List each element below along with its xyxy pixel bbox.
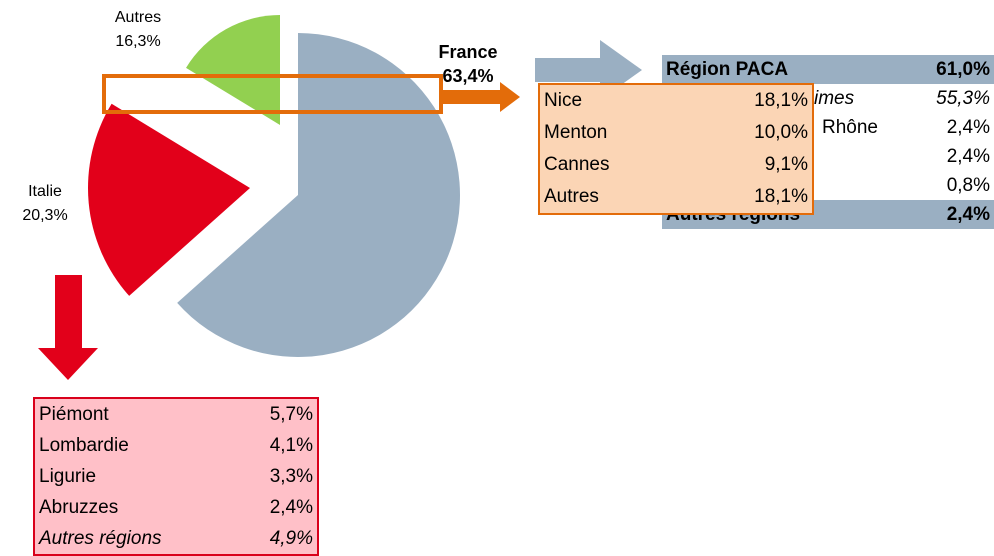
row-label: Autres régions xyxy=(39,527,162,549)
arrow-red xyxy=(38,275,98,380)
table-row: Autres 18,1% xyxy=(540,181,812,213)
slice-label: Italie xyxy=(28,183,62,200)
row-value: 9,1% xyxy=(764,154,808,175)
row-value: 18,1% xyxy=(754,186,808,207)
table-row: Nice 18,1% xyxy=(540,85,812,117)
table-row: Autres régions 4,9% xyxy=(35,523,317,554)
table-row: Lombardie 4,1% xyxy=(35,430,317,461)
row-label: Nice xyxy=(544,90,583,111)
table-row: Région PACA 61,0% xyxy=(662,55,994,84)
row-value: 2,4% xyxy=(946,203,990,225)
row-value: 18,1% xyxy=(754,90,808,111)
row-label: Abruzzes xyxy=(39,496,119,518)
row-value: 4,9% xyxy=(269,527,313,549)
row-label: Rhône xyxy=(822,116,878,138)
slice-value: 63,4% xyxy=(442,66,493,86)
row-value: 2,4% xyxy=(946,116,990,138)
row-value: 3,3% xyxy=(269,465,313,487)
paca-detail-table: Nice 18,1% Menton 10,0% Cannes 9,1% Autres 18,1… xyxy=(538,83,814,215)
row-value: 10,0% xyxy=(754,122,808,143)
row-value: 0,8% xyxy=(946,174,990,196)
row-label: imes xyxy=(814,87,855,109)
row-value: 5,7% xyxy=(269,403,313,425)
row-value: 61,0% xyxy=(936,58,990,80)
slice-value: 20,3% xyxy=(22,207,67,224)
table-row: 2,4% xyxy=(662,142,994,171)
slice-label: France xyxy=(438,42,497,62)
table-row: Cannes 9,1% xyxy=(540,149,812,181)
row-label: Cannes xyxy=(544,154,610,175)
table-row: 0,8% xyxy=(662,171,994,200)
table-row: imes 55,3% xyxy=(662,84,994,113)
pie-slice xyxy=(186,15,280,125)
row-value: 55,3% xyxy=(936,87,990,109)
pie-slice xyxy=(87,103,250,296)
table-row: Ligurie 3,3% xyxy=(35,461,317,492)
table-row: Rhône 2,4% xyxy=(662,113,994,142)
row-label: Lombardie xyxy=(39,434,129,456)
table-row: Abruzzes 2,4% xyxy=(35,492,317,523)
slice-value: 16,3% xyxy=(115,33,160,50)
row-label: Menton xyxy=(544,122,608,143)
row-value: 4,1% xyxy=(269,434,313,456)
table-row: Piémont 5,7% xyxy=(35,399,317,430)
row-label: Région PACA xyxy=(666,58,789,80)
row-value: 2,4% xyxy=(946,145,990,167)
arrow-orange xyxy=(443,82,520,112)
slice-label: Autres xyxy=(115,9,161,26)
row-value: 2,4% xyxy=(269,496,313,518)
table-row: Menton 10,0% xyxy=(540,117,812,149)
italie-table: Piémont 5,7% Lombardie 4,1% Ligurie 3,3% Abruz… xyxy=(33,397,319,556)
row-label: Autres xyxy=(544,186,599,207)
row-label: Piémont xyxy=(39,403,109,425)
row-label: Ligurie xyxy=(39,465,97,487)
highlight-box xyxy=(102,74,443,114)
